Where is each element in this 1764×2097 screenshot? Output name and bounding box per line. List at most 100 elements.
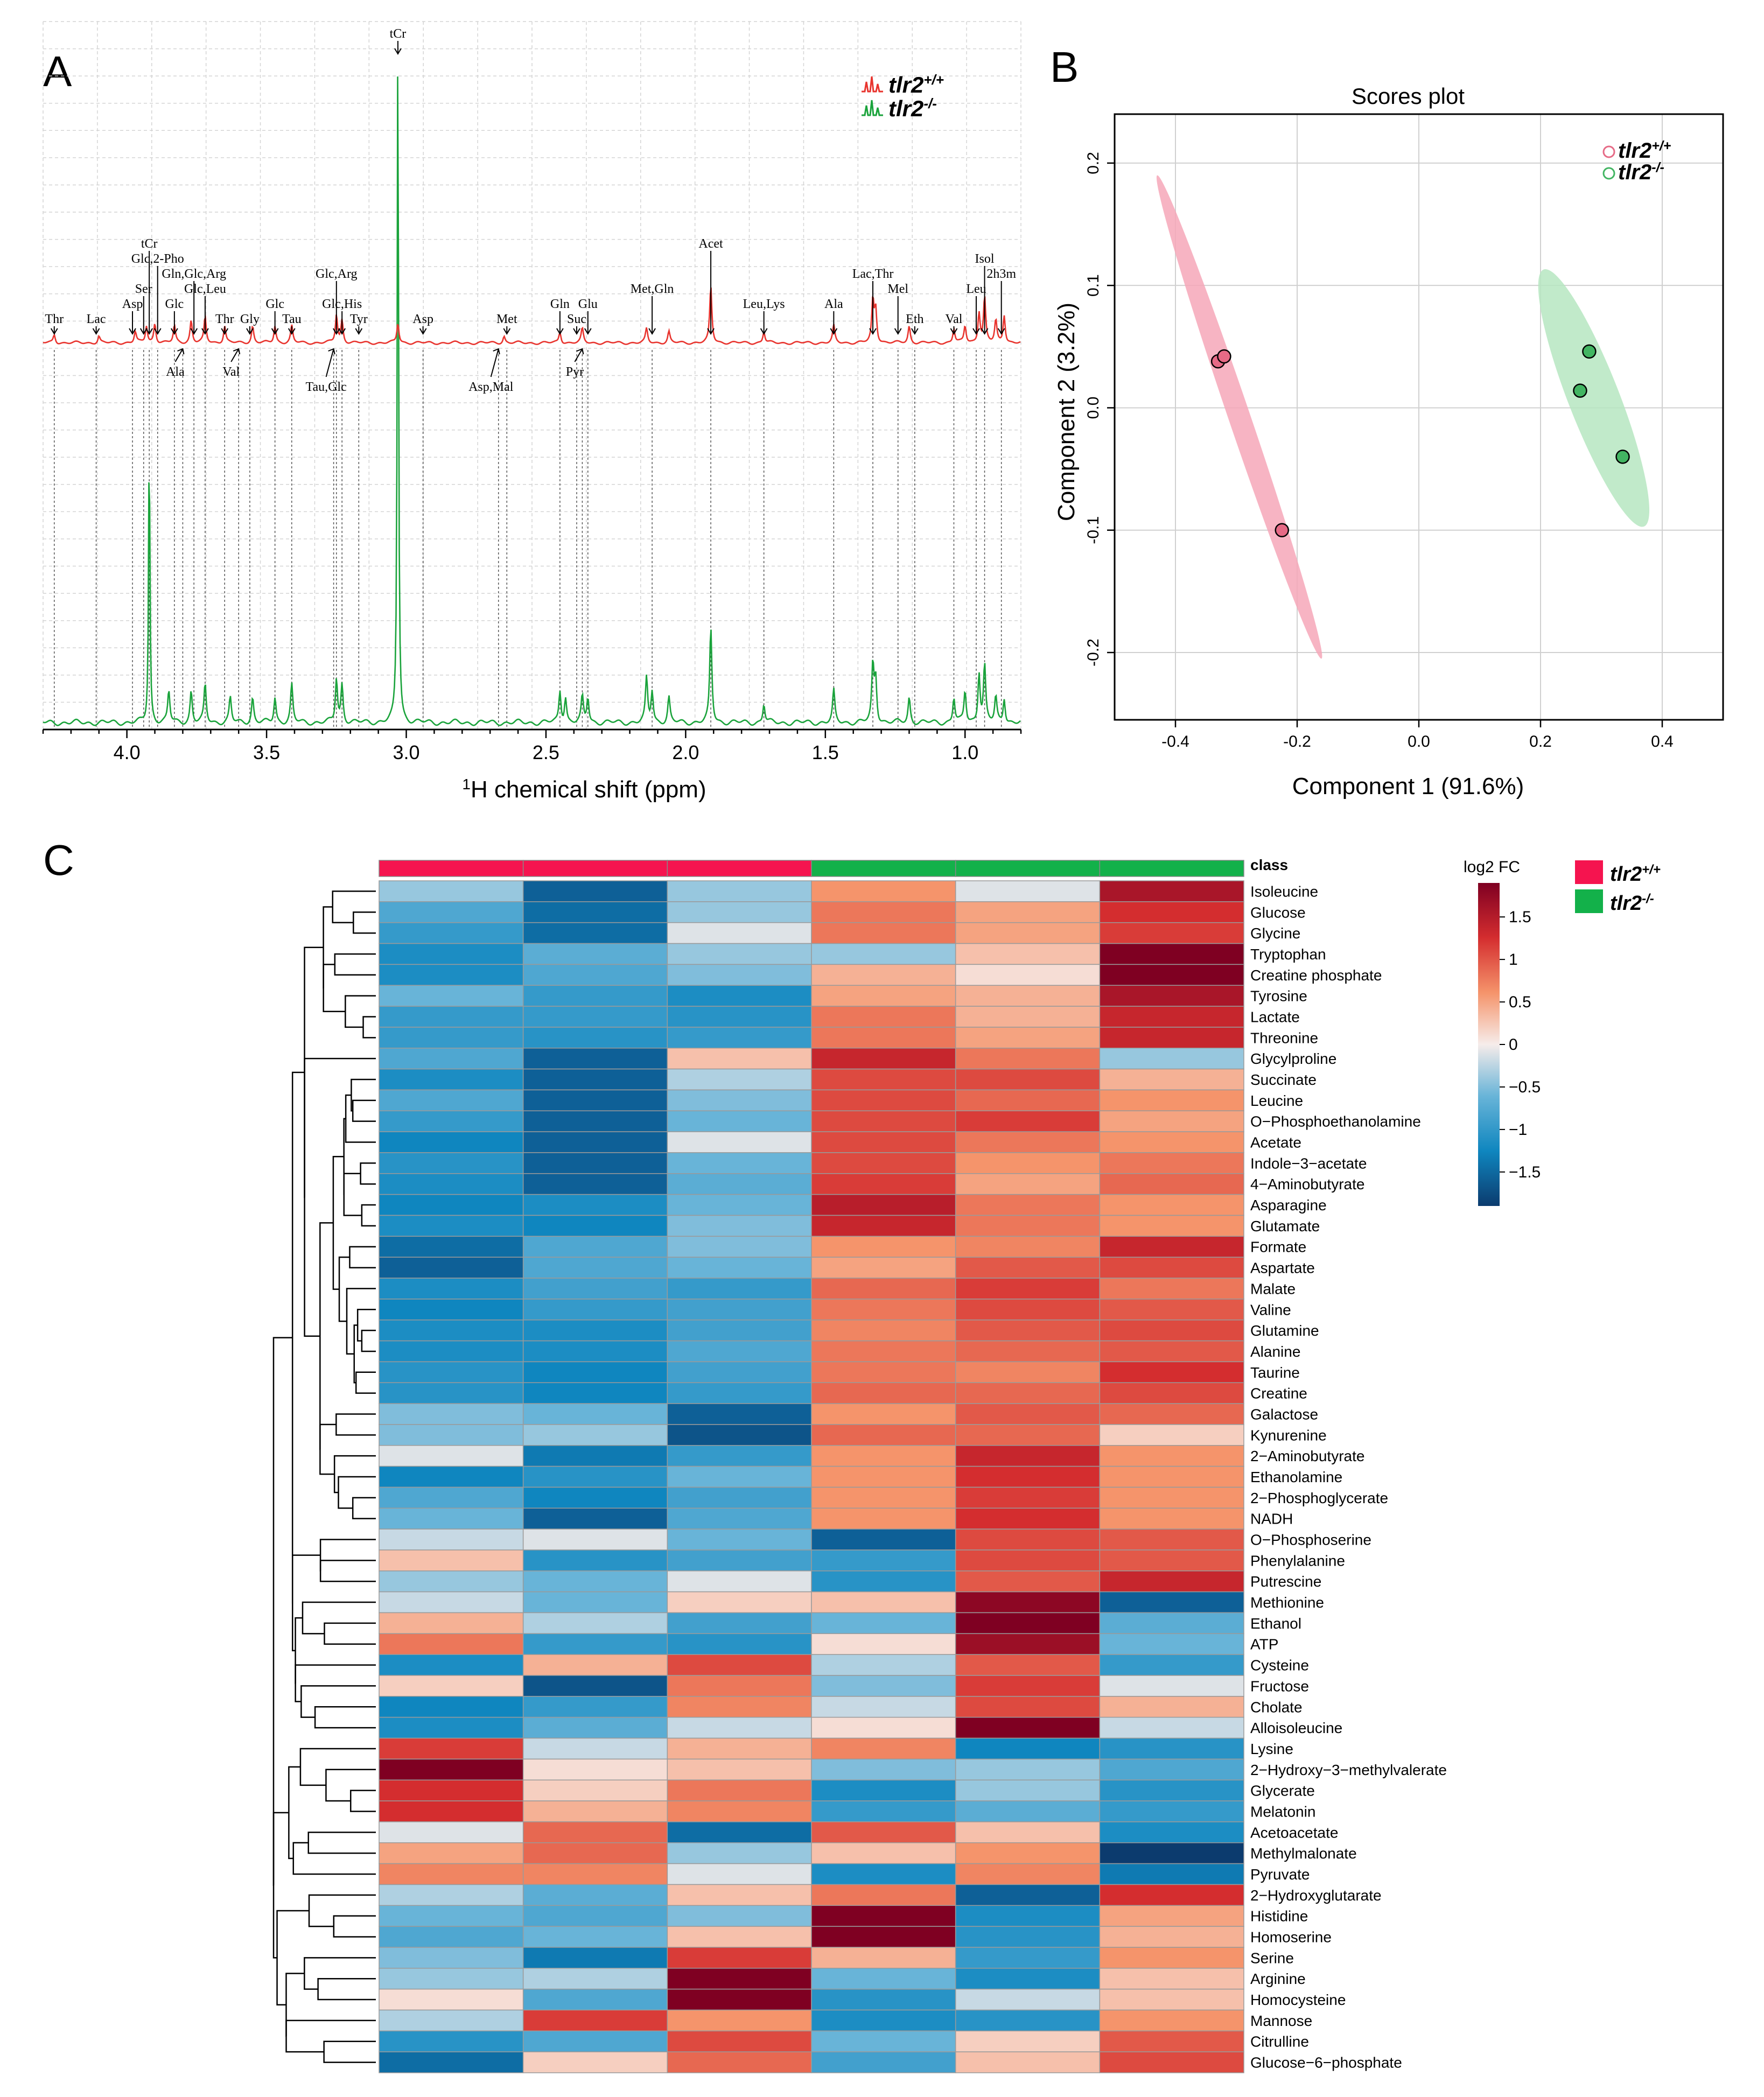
annotation-arrowhead (190, 328, 198, 335)
annotation-arrowhead (556, 328, 564, 335)
legend-icon-wt (862, 76, 883, 93)
dendrogram-branch (314, 1706, 376, 1729)
series-line-ko (43, 76, 1021, 726)
heatmap-cell (955, 964, 1101, 986)
peak-label: Thr (45, 312, 64, 326)
annotation-arrowhead (911, 328, 919, 335)
heatmap-legend: tlr2+/+ tlr2-/- (1575, 860, 1661, 915)
heatmap-cell (1099, 1027, 1244, 1049)
row-label: Ethanol (1250, 1615, 1301, 1632)
heatmap-cell (955, 1612, 1101, 1635)
dendrogram-branch (324, 1622, 376, 1645)
heatmap-cell (522, 1570, 668, 1593)
heatmap-cell (1099, 1507, 1244, 1530)
dendrogram-branch (360, 1162, 376, 1185)
row-label: Aspartate (1250, 1260, 1315, 1277)
heatmap-cell (522, 1215, 668, 1237)
heatmap-cell (667, 1319, 812, 1342)
dendrogram-branch (272, 1812, 289, 1959)
row-label: Glucose−6−phosphate (1250, 2054, 1402, 2071)
row-label: Acetoacetate (1250, 1824, 1338, 1841)
heatmap-cell (379, 880, 524, 902)
annotation-arrowhead (869, 328, 877, 335)
heatmap-cell (667, 1486, 812, 1509)
heatmap-cell (667, 1465, 812, 1488)
heatmap-cell (522, 1507, 668, 1530)
heatmap-cell (379, 1528, 524, 1551)
heatmap-cell (379, 1779, 524, 1801)
heatmap-cell (955, 1047, 1101, 1070)
row-label: Pyruvate (1250, 1866, 1310, 1883)
class-bar-cell (955, 860, 1101, 877)
heatmap-cell (667, 1403, 812, 1425)
heatmap-cell (1099, 1361, 1244, 1383)
tcr-top-label: tCr (390, 27, 407, 41)
annotation-arrowhead (981, 328, 989, 335)
annotation-arrowhead (233, 348, 241, 355)
heatmap-cell (667, 2051, 812, 2073)
heatmap-cell (1099, 1299, 1244, 1321)
heatmap-cell (1099, 901, 1244, 923)
heatmap-cell (1099, 1800, 1244, 1822)
heatmap-cell (379, 964, 524, 986)
heatmap-cell (522, 1236, 668, 1258)
heatmap-cell (955, 1152, 1101, 1174)
x-tick-label: 1.0 (951, 741, 978, 763)
heatmap-cell (1099, 1236, 1244, 1258)
colorbar-tick-label: 0.5 (1509, 993, 1531, 1011)
peak-label: Leu (966, 282, 986, 296)
annotation-arrowhead (177, 348, 185, 355)
x-tick-label: 3.5 (253, 741, 280, 763)
x-tick-label: -0.2 (1283, 733, 1311, 751)
heatmap-cell (379, 901, 524, 923)
heatmap-cell (667, 1758, 812, 1780)
legend-label-ko: tlr2-/- (1610, 892, 1654, 915)
peak-label: Met (496, 312, 517, 326)
heatmap-cell (667, 1278, 812, 1300)
class-label: class (1250, 857, 1288, 873)
heatmap-cell (667, 1988, 812, 2011)
colorbar-tick-label: −0.5 (1509, 1078, 1541, 1096)
peak-label: Asp (412, 312, 433, 326)
row-label: Tyrosine (1250, 988, 1307, 1005)
heatmap-cell (955, 2030, 1101, 2052)
dendrogram-branch (323, 906, 333, 989)
heatmap-cell (379, 1444, 524, 1467)
dendrogram-branch (353, 1324, 358, 1384)
y-tick-label: -0.1 (1084, 516, 1102, 544)
heatmap-cell (955, 922, 1101, 944)
heatmap-cell (1099, 1382, 1244, 1404)
row-label: ATP (1250, 1636, 1278, 1653)
annotation-arrowhead (894, 328, 902, 335)
legend-label-ko-base: tlr2 (1610, 892, 1642, 915)
heatmap-cell (379, 922, 524, 944)
row-label: Phenylalanine (1250, 1552, 1345, 1569)
legend-label-ko-sup: -/- (1651, 160, 1664, 175)
heatmap-cell (1099, 1110, 1244, 1132)
heatmap-cell (379, 1507, 524, 1530)
x-tick-label: 2.5 (533, 741, 559, 763)
heatmap-cell (1099, 1215, 1244, 1237)
row-label: Tryptophan (1250, 946, 1326, 963)
heatmap-cell (1099, 1089, 1244, 1112)
row-label: Galactose (1250, 1406, 1318, 1422)
annotation-arrowhead (503, 328, 511, 335)
dendrogram-branch (319, 1539, 376, 1572)
heatmap-cell (955, 943, 1101, 965)
heatmap-cell (955, 985, 1101, 1007)
heatmap-cell (379, 1821, 524, 1843)
heatmap-cell (1099, 1612, 1244, 1635)
row-label: NADH (1250, 1511, 1293, 1527)
heatmap-cell (522, 1424, 668, 1446)
legend-label-ko-base: tlr2 (888, 96, 923, 121)
heatmap-cell (955, 1570, 1101, 1593)
peak-label: Tyr (350, 312, 368, 326)
heatmap-cell (811, 1737, 956, 1760)
row-label: Threonine (1250, 1029, 1318, 1046)
heatmap-cell (811, 1675, 956, 1697)
heatmap-cell (1099, 1758, 1244, 1780)
heatmap-cell (1099, 2009, 1244, 2032)
dendrogram-branch (285, 1973, 305, 2037)
annotation-arrowhead (493, 348, 500, 355)
class-bar (379, 860, 1244, 877)
